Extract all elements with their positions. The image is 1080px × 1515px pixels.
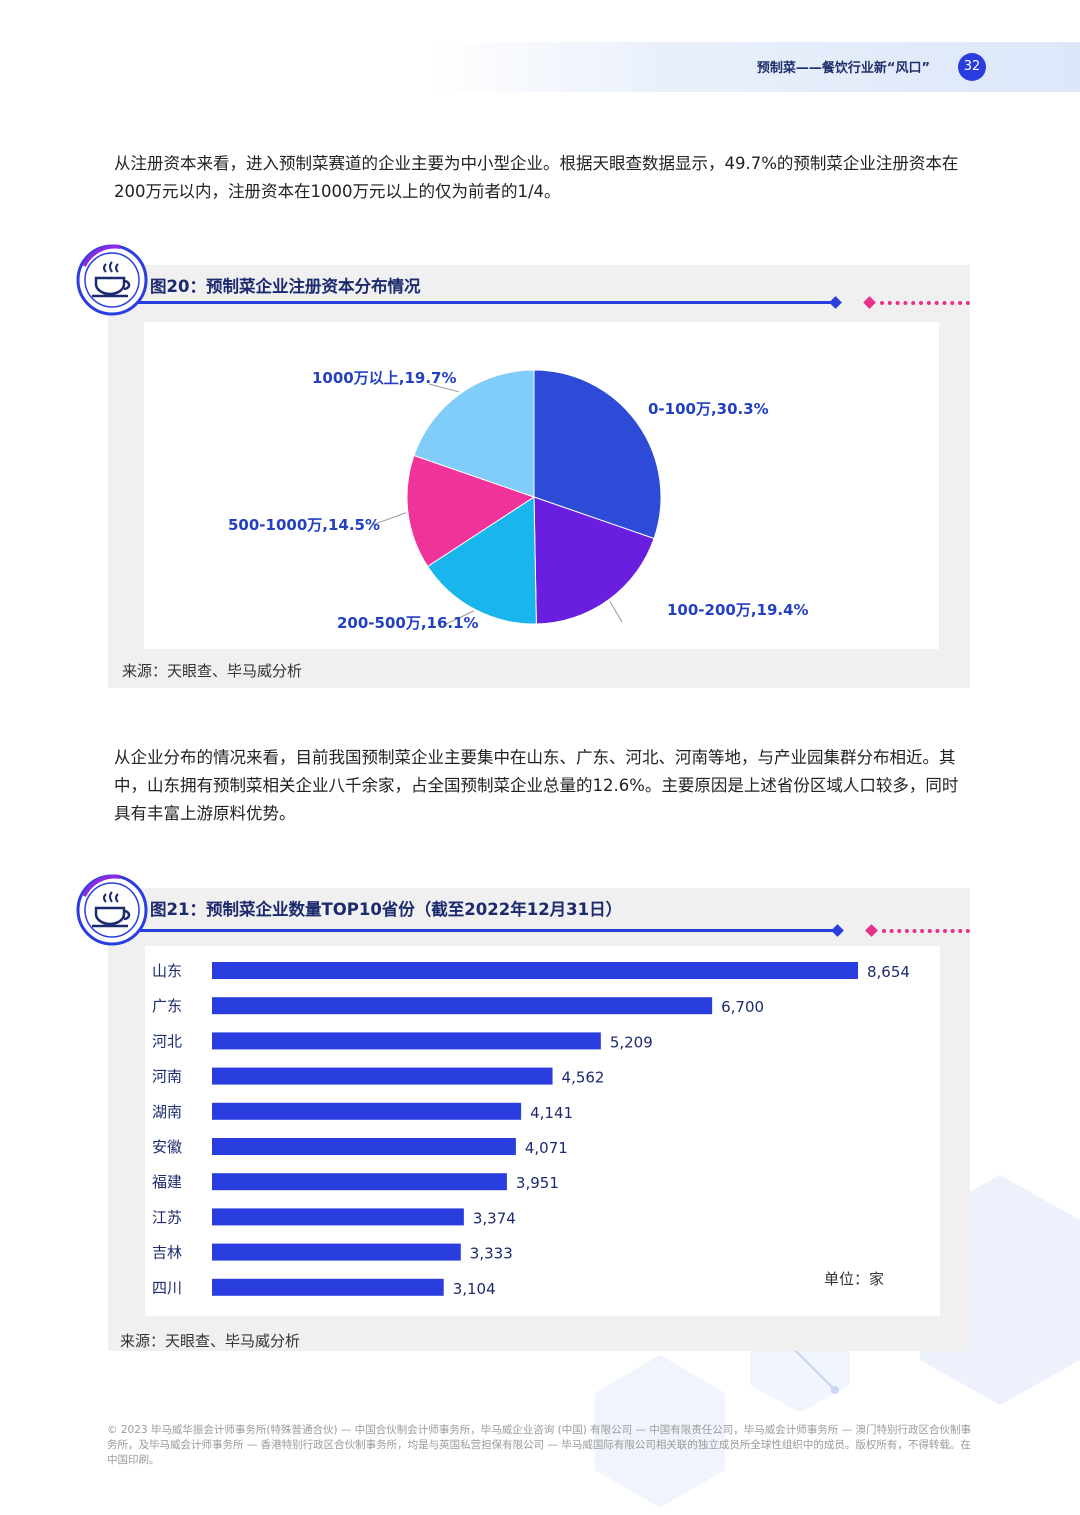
bar-chart: 单位：家 山东 8,654 广东 6,700 河北 5,209 河南 4,562 湖南 4,141… [152, 962, 910, 1298]
bar-category-label: 山东 [152, 962, 182, 980]
bar-value-label: 3,951 [516, 1174, 559, 1192]
bar-value-label: 4,562 [562, 1069, 605, 1087]
pie-slice-label: 200-500万,16.1% [337, 614, 479, 632]
figure-20-chart-area: 0-100万,30.3% 100-200万,19.4% 200-500万,16.1%… [144, 322, 939, 649]
bar-category-label: 河北 [152, 1032, 182, 1050]
paragraph-registered-capital: 从注册资本来看，进入预制菜赛道的企业主要为中小型企业。根据天眼查数据显示，49.… [114, 154, 959, 201]
pie-slice-label: 100-200万,19.4% [667, 601, 809, 619]
figure-21-title: 图21：预制菜企业数量TOP10省份（截至2022年12月31日） [150, 900, 623, 919]
pie-slice [533, 496, 655, 625]
figure-20-pink-diamond [863, 296, 876, 309]
figure-20-card: 图20：预制菜企业注册资本分布情况 0-100万,30.3% 100-200万,1… [108, 265, 970, 688]
bar-value-label: 3,104 [453, 1280, 496, 1298]
bar [212, 1102, 522, 1120]
figure-21-source: 来源：天眼查、毕马威分析 [120, 1332, 301, 1350]
bar-value-label: 4,141 [530, 1104, 573, 1122]
coffee-cup-icon [76, 244, 148, 316]
bar-category-label: 福建 [152, 1173, 182, 1191]
pie-leader-line [443, 610, 474, 626]
bar [212, 1173, 507, 1191]
bar [212, 1067, 553, 1085]
pie-slice [406, 454, 536, 568]
page-number: 32 [958, 53, 986, 81]
pie-leader-line [609, 601, 623, 623]
pie-leader-line [371, 512, 407, 526]
bar-value-label: 4,071 [525, 1139, 568, 1157]
bar-value-label: 5,209 [610, 1033, 653, 1051]
bar [212, 1032, 601, 1050]
pie-slice [533, 369, 662, 540]
bar-category-label: 江苏 [152, 1208, 182, 1226]
figure-21-blue-diamond [831, 924, 844, 937]
figure-20-title: 图20：预制菜企业注册资本分布情况 [150, 277, 421, 296]
figure-21-chart-area: 单位：家 山东 8,654 广东 6,700 河北 5,209 河南 4,562 湖南 4,141… [145, 946, 940, 1316]
figure-21-pink-diamond [865, 924, 878, 937]
figure-20-source: 来源：天眼查、毕马威分析 [122, 662, 303, 680]
footer-copyright: © 2023 毕马威华振会计师事务所(特殊普通合伙) — 中国合伙制会计师事务所… [107, 1424, 971, 1466]
pie-slice-label: 0-100万,30.3% [648, 400, 769, 418]
bar [212, 1138, 516, 1155]
figure-20-title-underline [108, 301, 834, 304]
bar [212, 962, 858, 979]
pie-slice [426, 496, 537, 625]
pie-slice-label: 1000万以上,19.7% [312, 369, 457, 387]
figure-20-blue-diamond [829, 296, 842, 309]
bar-value-label: 3,333 [470, 1245, 513, 1263]
pie-leader-line [428, 383, 460, 393]
bar [212, 1208, 464, 1226]
pie-chart: 0-100万,30.3% 100-200万,19.4% 200-500万,16.1%… [228, 369, 809, 632]
coffee-cup-icon [76, 874, 148, 946]
bar [212, 997, 713, 1015]
unit-label: 单位：家 [824, 1270, 884, 1288]
figure-21-dotted-line [882, 929, 970, 933]
pie-slice [413, 369, 535, 498]
bar-category-label: 湖南 [152, 1103, 182, 1121]
pie-slice-label: 500-1000万,14.5% [228, 516, 380, 534]
figure-21-card: 图21：预制菜企业数量TOP10省份（截至2022年12月31日） 单位：家 山… [108, 888, 970, 1351]
bar [212, 1278, 444, 1296]
bar-category-label: 四川 [152, 1279, 182, 1297]
bar-category-label: 吉林 [152, 1244, 182, 1262]
header-title: 预制菜——餐饮行业新“风口” [756, 61, 930, 76]
figure-20-dotted-line [880, 301, 970, 305]
bar-value-label: 3,374 [473, 1209, 516, 1227]
figure-21-title-underline [108, 929, 836, 932]
bar-category-label: 河南 [152, 1068, 182, 1086]
bar-value-label: 8,654 [867, 963, 910, 981]
bar-value-label: 6,700 [721, 998, 764, 1016]
bar [212, 1243, 461, 1261]
bar-category-label: 广东 [152, 997, 182, 1015]
paragraph-enterprise-distribution: 从企业分布的情况来看，目前我国预制菜企业主要集中在山东、广东、河北、河南等地，与… [114, 748, 959, 823]
bar-category-label: 安徽 [152, 1138, 182, 1156]
